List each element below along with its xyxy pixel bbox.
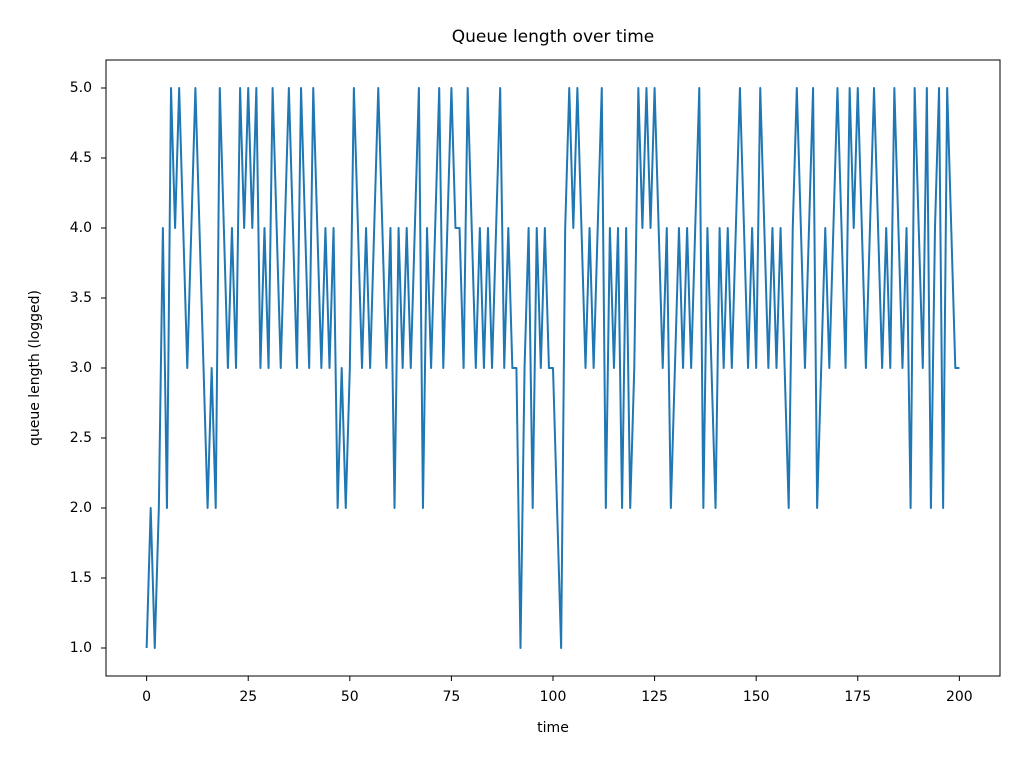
data-line xyxy=(145,87,960,649)
y-tick-label: 1.5 xyxy=(70,570,92,586)
x-tick-label: 0 xyxy=(142,689,151,705)
chart-title: Queue length over time xyxy=(452,27,655,47)
y-axis-label: queue length (logged) xyxy=(27,290,43,446)
y-tick-label: 4.0 xyxy=(70,220,92,236)
x-tick-label: 150 xyxy=(743,689,770,705)
y-tick-label: 2.0 xyxy=(70,500,92,516)
y-tick-label: 5.0 xyxy=(70,80,92,96)
x-tick-label: 75 xyxy=(442,689,460,705)
x-tick-label: 175 xyxy=(844,689,871,705)
x-tick-label: 50 xyxy=(341,689,359,705)
y-tick-label: 1.0 xyxy=(70,640,92,656)
x-tick-label: 100 xyxy=(540,689,567,705)
y-tick-label: 4.5 xyxy=(70,150,92,166)
x-tick-label: 125 xyxy=(641,689,668,705)
x-tick-label: 25 xyxy=(239,689,257,705)
y-tick-label: 3.0 xyxy=(70,360,92,376)
x-tick-label: 200 xyxy=(946,689,973,705)
y-tick-label: 2.5 xyxy=(70,430,92,446)
y-tick-label: 3.5 xyxy=(70,290,92,306)
x-axis-label: time xyxy=(537,720,569,736)
